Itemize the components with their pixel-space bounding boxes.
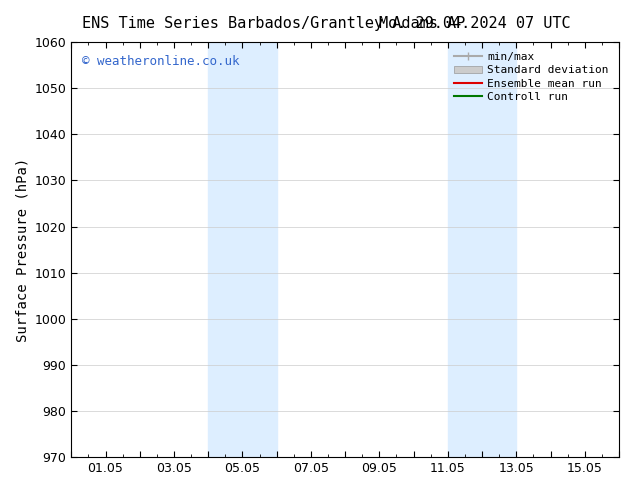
Bar: [208, 42, 276, 457]
Text: Mo. 29.04.2024 07 UTC: Mo. 29.04.2024 07 UTC: [379, 16, 571, 31]
Y-axis label: Surface Pressure (hPa): Surface Pressure (hPa): [15, 157, 29, 342]
Legend: min/max, Standard deviation, Ensemble mean run, Controll run: min/max, Standard deviation, Ensemble me…: [450, 48, 614, 106]
Text: ENS Time Series Barbados/Grantley Adams AP: ENS Time Series Barbados/Grantley Adams …: [82, 16, 465, 31]
Text: © weatheronline.co.uk: © weatheronline.co.uk: [82, 54, 240, 68]
Bar: [448, 42, 516, 457]
